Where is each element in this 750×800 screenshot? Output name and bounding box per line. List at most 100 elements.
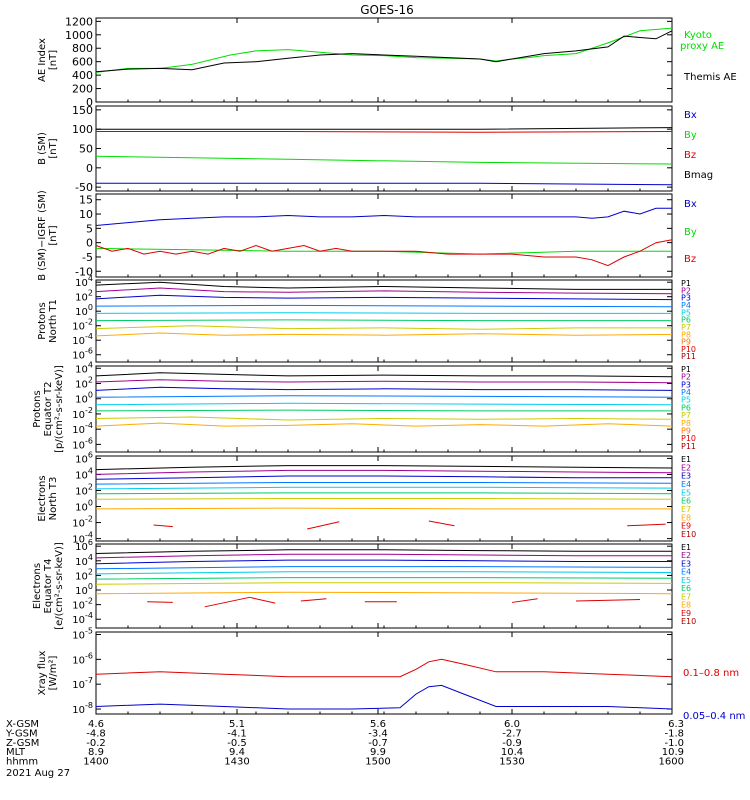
x-row-value: -1.8 bbox=[664, 728, 684, 739]
legend-label: E1 bbox=[681, 543, 691, 552]
legend-label: E10 bbox=[681, 617, 696, 626]
legend-label: P10 bbox=[681, 345, 696, 354]
y-tick-label: 10-4 bbox=[72, 421, 93, 436]
y-tick-label: 102 bbox=[75, 289, 93, 304]
y-axis-label: [p/(cm²-s-sr-keV)] bbox=[54, 365, 65, 453]
y-tick-label: 106 bbox=[75, 450, 93, 465]
series-segment bbox=[153, 524, 173, 528]
legend-label: Themis AE bbox=[683, 72, 737, 83]
y-tick-label: 10-2 bbox=[72, 406, 93, 421]
y-tick-label: 10-6 bbox=[72, 347, 93, 362]
series-line-e4 bbox=[95, 566, 673, 570]
series-line-e6 bbox=[95, 577, 673, 580]
legend-label: E6 bbox=[681, 497, 691, 506]
legend-label: P10 bbox=[681, 434, 696, 443]
series-line-e5 bbox=[95, 571, 673, 575]
panel-frame bbox=[95, 105, 673, 192]
x-row-value: 9.4 bbox=[229, 747, 245, 758]
y-tick-label: 100 bbox=[75, 582, 93, 597]
x-row-value: 4.6 bbox=[88, 719, 104, 730]
y-axis-label: AE Index bbox=[37, 38, 48, 82]
x-row-value: 5.1 bbox=[229, 719, 245, 730]
y-axis-label: B (SM) bbox=[37, 132, 48, 165]
x-row-name: Y-GSM bbox=[5, 728, 38, 739]
series-line-p1 bbox=[95, 372, 673, 378]
legend-label: P4 bbox=[681, 388, 691, 397]
y-tick-label: 10-6 bbox=[72, 436, 93, 451]
series-line-e8 bbox=[95, 507, 672, 510]
legend-label: P11 bbox=[681, 442, 696, 451]
series-line-kyoto-proxy-ae bbox=[95, 27, 673, 73]
y-axis-label: Protons bbox=[32, 390, 43, 427]
series-line-e7 bbox=[95, 498, 673, 500]
y-tick-label: 0 bbox=[86, 237, 93, 250]
y-tick-label: -10 bbox=[75, 265, 93, 278]
legend-label: P3 bbox=[681, 380, 691, 389]
y-tick-label: 10-4 bbox=[72, 332, 93, 347]
y-tick-label: 100 bbox=[72, 123, 93, 136]
y-axis-label: North T3 bbox=[48, 477, 59, 521]
legend-label: Bz bbox=[684, 150, 696, 161]
y-tick-label: 102 bbox=[75, 567, 93, 582]
series-line-e3 bbox=[95, 559, 672, 565]
legend-label: P8 bbox=[681, 419, 691, 428]
legend-label: P8 bbox=[681, 330, 691, 339]
panel-frame bbox=[95, 17, 673, 103]
x-row-value: -1.0 bbox=[664, 738, 684, 749]
panel-bsm: -50 0 50 100 150 B (SM) [nT] Bx By Bz Bmag bbox=[37, 104, 713, 194]
legend-label: 0.1–0.8 nm bbox=[683, 668, 739, 679]
x-row-value: -3.4 bbox=[368, 728, 388, 739]
y-tick-label: 5 bbox=[86, 222, 93, 235]
x-row-name: Z-GSM bbox=[6, 738, 39, 749]
x-row-name: X-GSM bbox=[6, 719, 39, 730]
y-tick-label: 600 bbox=[72, 56, 93, 69]
series-line-p6 bbox=[95, 409, 672, 412]
series-line-p8 bbox=[95, 332, 673, 337]
series-line-p6 bbox=[95, 319, 672, 322]
y-tick-label: 10-5 bbox=[72, 626, 93, 641]
legend-label: E2 bbox=[681, 551, 691, 560]
panel-frame bbox=[95, 543, 673, 629]
y-tick-label: 10-8 bbox=[72, 701, 93, 716]
series-line-0-1-0-8-nm bbox=[95, 658, 673, 678]
x-row-value: 10.9 bbox=[662, 747, 684, 758]
y-tick-label: 104 bbox=[75, 360, 93, 375]
y-axis-label: B (SM)−IGRF (SM) bbox=[37, 190, 48, 281]
x-row-value: 6.3 bbox=[668, 719, 684, 730]
time-axis-labels: X-GSM 4.6 5.1 5.6 6.0 6.3 Y-GSM -4.8 -4.1 -3.4 -2.… bbox=[5, 719, 684, 768]
legend-label: Bz bbox=[684, 254, 696, 265]
y-axis-label: Electrons bbox=[37, 475, 48, 521]
series-line-e5 bbox=[95, 486, 673, 490]
legend-label: E3 bbox=[681, 472, 691, 481]
x-row-value: 9.9 bbox=[370, 747, 386, 758]
legend-label: P9 bbox=[681, 426, 691, 435]
legend-label: P6 bbox=[681, 403, 691, 412]
series-line-e1 bbox=[95, 549, 672, 554]
y-tick-label: 100 bbox=[75, 303, 93, 318]
legend-label: P1 bbox=[681, 279, 691, 288]
series-line-p1 bbox=[95, 281, 672, 290]
legend-label: Kyoto bbox=[684, 30, 712, 41]
x-row-name: MLT bbox=[6, 747, 26, 758]
series-line-e4 bbox=[95, 482, 673, 485]
series-segment bbox=[147, 601, 173, 603]
legend-label: E6 bbox=[681, 584, 691, 593]
legend-label: E3 bbox=[681, 559, 691, 568]
series-segment bbox=[511, 598, 538, 603]
x-row-value: -4.8 bbox=[86, 728, 106, 739]
series-line-p7 bbox=[95, 325, 672, 330]
x-row-value: 6.0 bbox=[504, 719, 520, 730]
x-row-value: 1500 bbox=[365, 757, 390, 768]
legend-label: P4 bbox=[681, 301, 691, 310]
y-axis-label: Protons bbox=[37, 302, 48, 339]
legend-label: E5 bbox=[681, 488, 691, 497]
legend-label: E4 bbox=[681, 480, 691, 489]
y-tick-label: 10-2 bbox=[72, 318, 93, 333]
series-line-p4 bbox=[95, 304, 673, 308]
y-axis-label: North T1 bbox=[48, 299, 59, 343]
